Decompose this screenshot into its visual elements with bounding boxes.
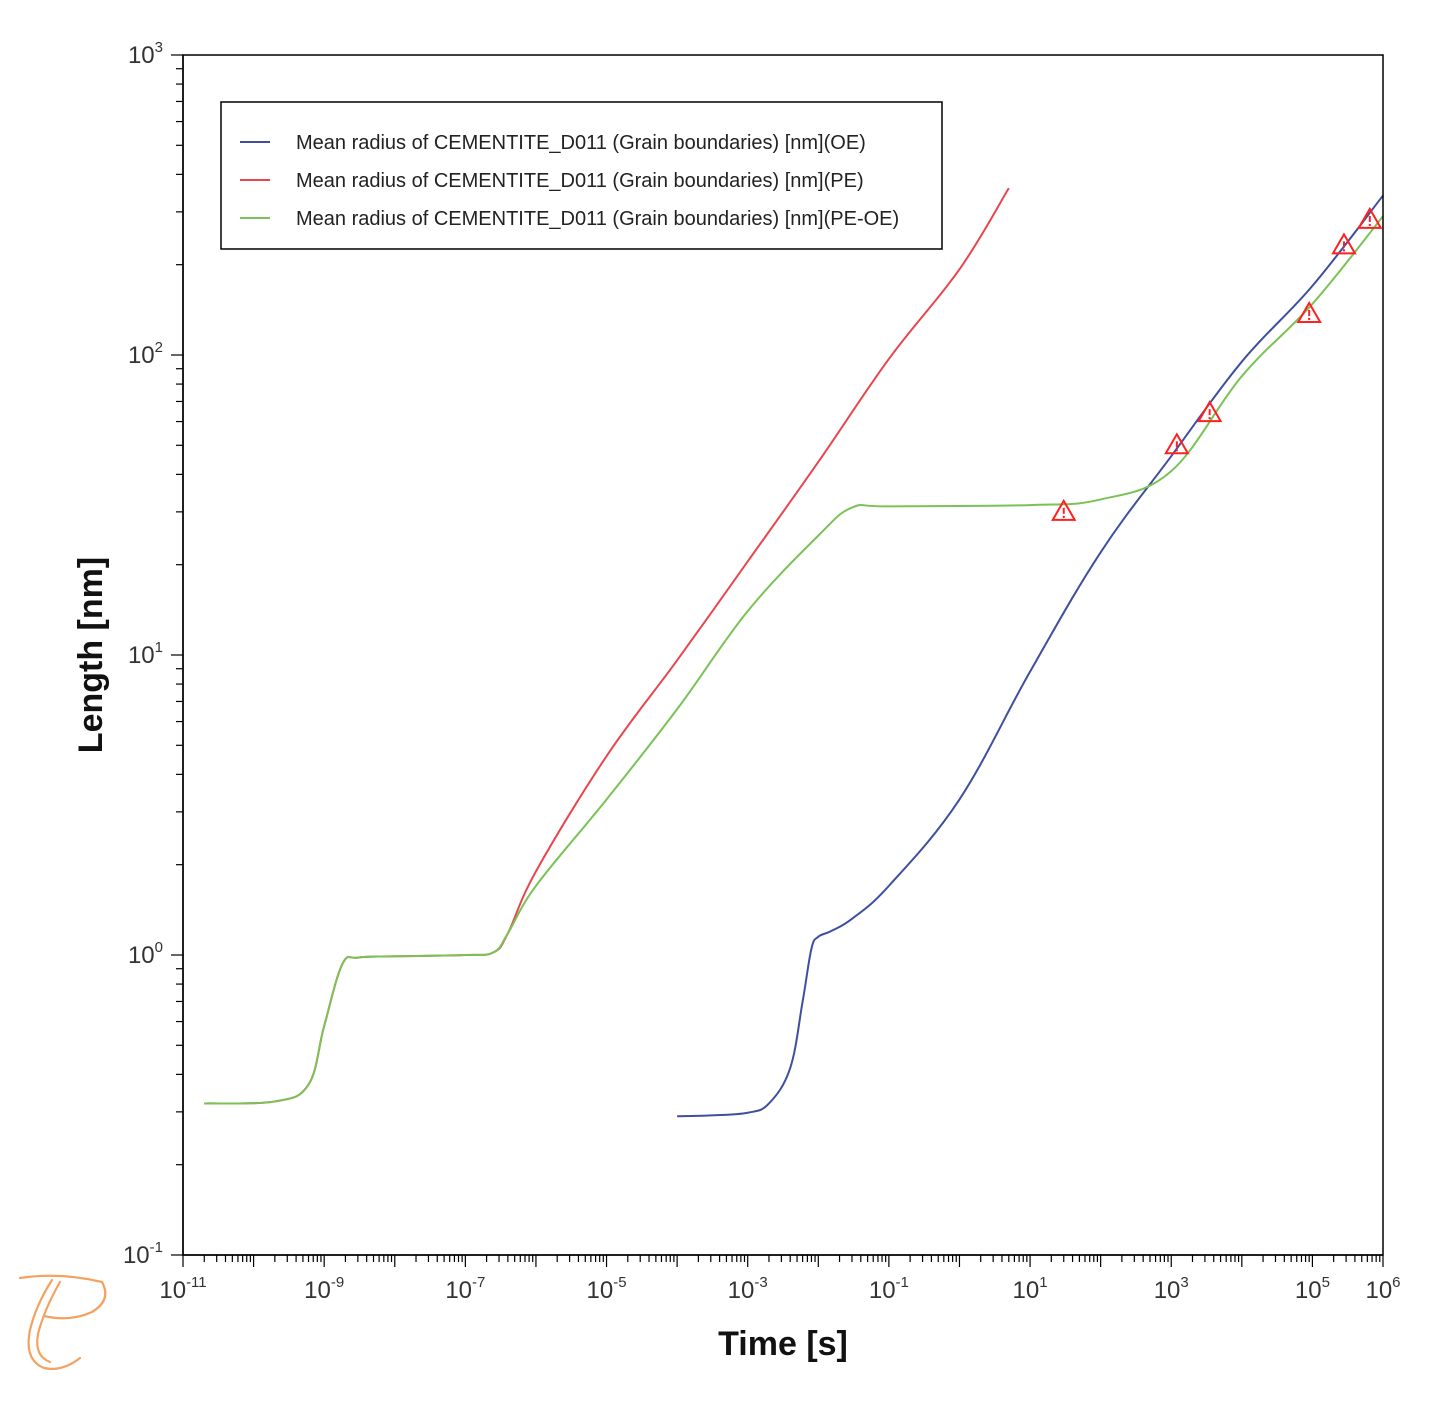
legend: Mean radius of CEMENTITE_D011 (Grain bou… [220,101,943,250]
warning-triangle-icon [1331,232,1357,255]
legend-entry-label: Mean radius of CEMENTITE_D011 (Grain bou… [296,170,864,192]
x-tick-label: 101 [1013,1274,1048,1304]
y-tick-label: 100 [128,939,163,969]
warning-triangle-icon [1196,400,1223,423]
legend-box [220,101,943,250]
x-tick-label: 106 [1365,1274,1400,1304]
legend-entry-label: Mean radius of CEMENTITE_D011 (Grain bou… [296,208,899,230]
x-axis: 10-11 10-9 10-7 10-5 10-3 10-1 101 103 105 106 [159,1254,1401,1304]
y-tick-label: 103 [128,39,163,69]
warning-triangle-icon [1296,300,1322,323]
y-tick-label: 102 [128,339,163,369]
x-axis-title: Time [s] [718,1325,848,1363]
x-tick-label: 10-7 [445,1274,485,1304]
x-tick-label: 103 [1154,1274,1189,1304]
warning-triangle-icon [1051,498,1077,521]
warning-triangle-icon [1357,206,1383,229]
x-tick-label: 10-1 [869,1274,909,1304]
x-tick-label: 10-11 [159,1274,206,1304]
legend-entries: Mean radius of CEMENTITE_D011 (Grain bou… [240,132,899,230]
y-tick-label: 10-1 [123,1239,163,1269]
legend-entry-label: Mean radius of CEMENTITE_D011 (Grain bou… [296,132,866,154]
y-axis: 10-1 100 101 102 103 [123,39,184,1269]
x-tick-label: 10-9 [304,1274,344,1304]
series-line-3 [204,215,1384,1105]
x-tick-label: 10-5 [587,1274,627,1304]
y-tick-label: 101 [128,639,163,669]
y-axis-title: Length [nm] [72,557,110,753]
x-tick-label: 10-3 [728,1274,768,1304]
x-tick-label: 105 [1295,1274,1330,1304]
warning-marker-layer [1051,206,1383,521]
thermo-calc-logo [18,1274,107,1370]
warning-triangle-icon [1164,432,1190,455]
